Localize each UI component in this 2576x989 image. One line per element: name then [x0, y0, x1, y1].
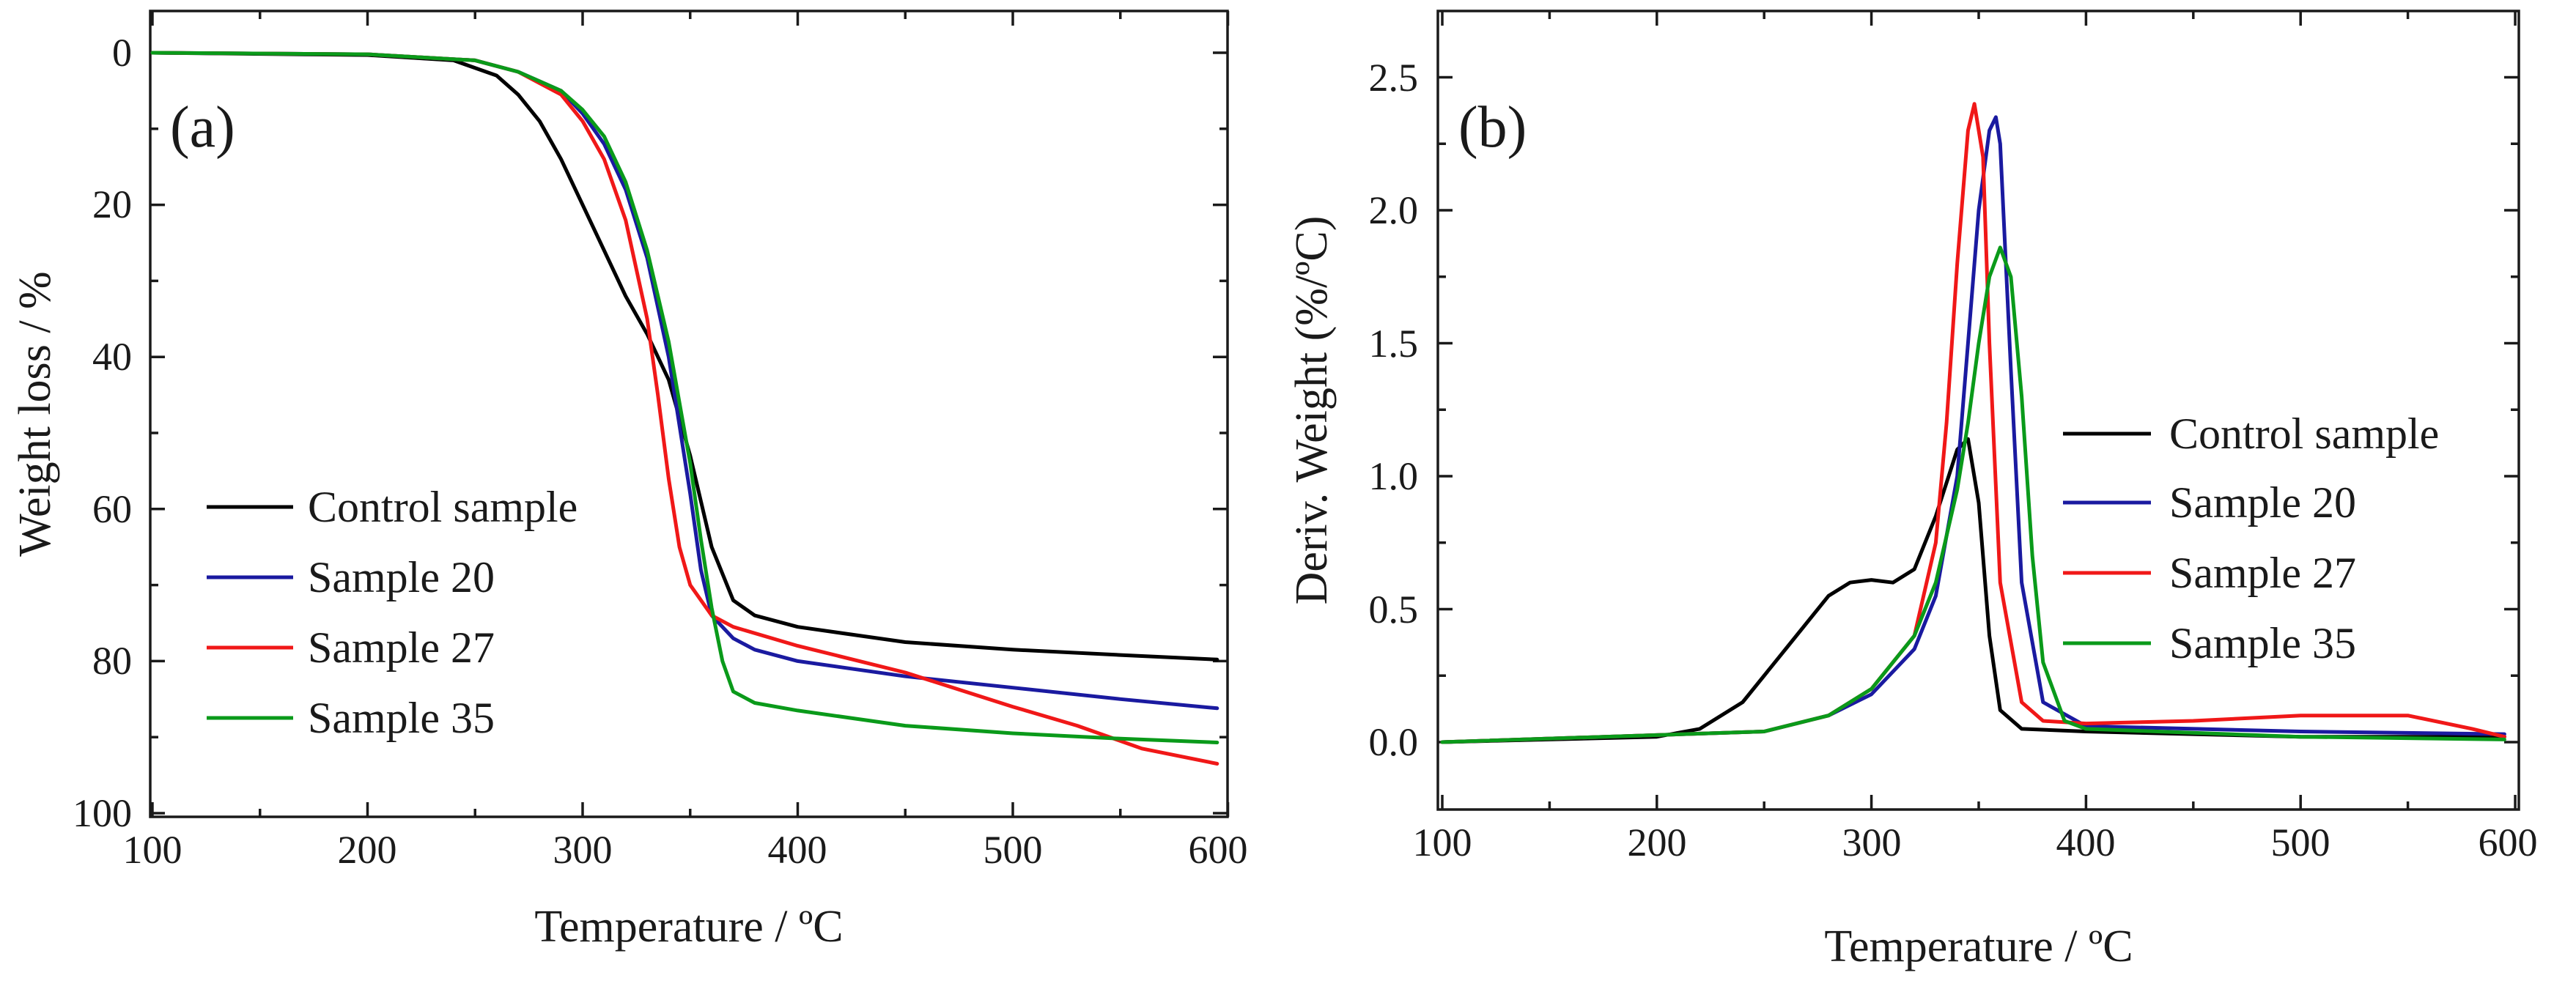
panel-b-legend: Control sample Sample 20 Sample 27 Sampl…: [2063, 410, 2439, 667]
panel-a-ytick-0: 0: [112, 31, 132, 75]
panel-b-ticks: [1438, 11, 2519, 810]
panel-a-ytick-80: 80: [92, 639, 132, 683]
panel-b-legend-sample27: Sample 27: [2169, 549, 2356, 597]
panel-a-ticks: [150, 11, 1230, 817]
panel-a-series-sample35: [150, 51, 1219, 744]
panel-a-series: [150, 51, 1219, 766]
panel-a-xtick-500: 500: [983, 828, 1043, 872]
panel-a-xtick-600: 600: [1189, 828, 1248, 872]
panel-a-legend-sample27: Sample 27: [308, 623, 495, 672]
panel-b-ytick-2.5: 2.5: [1369, 56, 1419, 100]
panel-a-legend-control: Control sample: [308, 483, 577, 531]
panel-a-ytick-40: 40: [92, 335, 132, 379]
panel-b-xtick-100: 100: [1413, 821, 1472, 864]
panel-b-series: [1440, 102, 2506, 744]
panel-b-ytick-0.0: 0.0: [1369, 720, 1419, 764]
panel-a-ytick-20: 20: [92, 182, 132, 226]
panel-a-ylabel: Weight loss / %: [10, 271, 60, 556]
panel-b-legend-control: Control sample: [2169, 410, 2439, 458]
panel-b: (b) 0.0 0.5 1.0 1.5 2.0 2.5 100 200 300 …: [1287, 10, 2538, 971]
panel-a-xtick-200: 200: [338, 828, 397, 872]
panel-b-xtick-600: 600: [2479, 821, 2538, 864]
panel-b-label: (b): [1458, 95, 1527, 160]
panel-b-ytick-1.0: 1.0: [1369, 454, 1419, 498]
panel-b-xtick-300: 300: [1842, 821, 1902, 864]
panel-a-legend-sample35: Sample 35: [308, 694, 495, 742]
panel-a-xlabel: Temperature / ºC: [534, 902, 843, 952]
panel-a: (a) 0 20 40 60 80 100 100 200 300 400 50…: [10, 10, 1248, 952]
panel-b-legend-sample35: Sample 35: [2169, 619, 2356, 667]
panel-a-xtick-400: 400: [768, 828, 827, 872]
panel-a-legend-sample20: Sample 20: [308, 553, 495, 601]
panel-b-xtick-200: 200: [1628, 821, 1687, 864]
panel-b-legend-sample20: Sample 20: [2169, 478, 2356, 527]
panel-a-series-control: [150, 51, 1219, 662]
panel-a-legend: Control sample Sample 20 Sample 27 Sampl…: [207, 483, 577, 742]
panel-b-ytick-1.5: 1.5: [1369, 322, 1419, 366]
panel-b-xtick-500: 500: [2271, 821, 2330, 864]
panel-a-xtick-300: 300: [553, 828, 613, 872]
panel-a-label: (a): [170, 95, 235, 160]
panel-b-ytick-0.5: 0.5: [1369, 588, 1419, 631]
panel-b-xtick-400: 400: [2056, 821, 2116, 864]
panel-a-series-sample20: [150, 51, 1219, 711]
panel-b-ytick-2.0: 2.0: [1369, 188, 1419, 232]
panel-a-ytick-100: 100: [73, 791, 132, 835]
panel-a-xtick-100: 100: [123, 828, 182, 872]
panel-b-series-sample35: [1440, 245, 2506, 744]
panel-b-ylabel: Deriv. Weight (%/ºC): [1287, 216, 1337, 605]
panel-b-series-control: [1440, 437, 2506, 744]
panel-b-xlabel: Temperature / ºC: [1824, 922, 2133, 971]
panel-a-ytick-60: 60: [92, 487, 132, 531]
